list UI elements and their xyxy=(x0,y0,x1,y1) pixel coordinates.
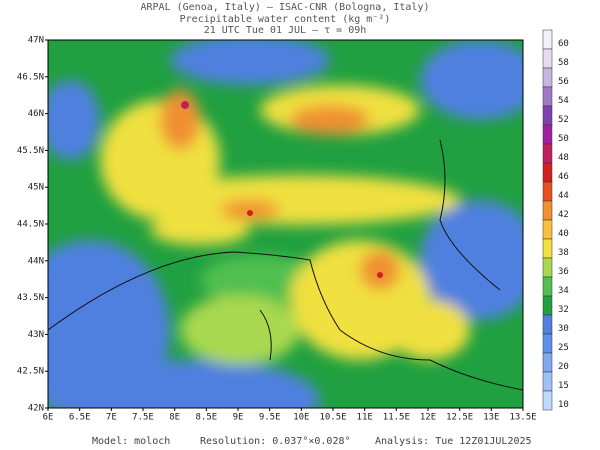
footer-model: Model: moloch xyxy=(92,436,170,447)
colorbar-label: 32 xyxy=(558,305,569,315)
header-line: 21 UTC Tue 01 JUL — τ = 09h xyxy=(204,25,367,36)
colorbar-label: 42 xyxy=(558,210,569,220)
colorbar-swatch xyxy=(542,333,553,354)
colorbar-label: 10 xyxy=(558,400,569,410)
colorbar-label: 34 xyxy=(558,286,569,296)
colorbar-label: 50 xyxy=(558,134,569,144)
colorbar-swatch xyxy=(542,67,553,88)
colorbar-label: 48 xyxy=(558,153,569,163)
lon-label: 9.5E xyxy=(259,413,281,423)
colorbar-swatch xyxy=(542,257,553,278)
colorbar-label: 30 xyxy=(558,324,569,334)
lon-label: 11E xyxy=(357,413,373,423)
colorbar-swatch xyxy=(542,314,553,335)
lat-label: 43N xyxy=(28,330,44,340)
lon-label: 6E xyxy=(43,413,54,423)
colorbar-swatch xyxy=(542,105,553,126)
lat-label: 45.5N xyxy=(17,146,44,156)
colorbar-label: 15 xyxy=(558,381,569,391)
field xyxy=(48,40,523,408)
colorbar-swatch xyxy=(542,200,553,221)
colorbar-label: 40 xyxy=(558,229,569,239)
lon-label: 7.5E xyxy=(132,413,154,423)
lon-label: 13.5E xyxy=(509,413,536,423)
colorbar-swatch xyxy=(542,371,553,392)
colorbar-label: 44 xyxy=(558,191,569,201)
lat-label: 46N xyxy=(28,109,44,119)
colorbar-swatch xyxy=(542,238,553,259)
colorbar-swatch xyxy=(542,29,553,50)
lon-label: 12.5E xyxy=(446,413,473,423)
colorbar-label: 58 xyxy=(558,58,569,68)
lon-label: 10.5E xyxy=(319,413,346,423)
colorbar-swatch xyxy=(542,143,553,164)
colorbar-swatch xyxy=(542,276,553,297)
lat-label: 43.5N xyxy=(17,293,44,303)
footer-analysis: Analysis: Tue 12Z01JUL2025 xyxy=(375,436,532,447)
colorbar-label: 52 xyxy=(558,115,569,125)
colorbar-swatch xyxy=(542,390,553,411)
header-line: Precipitable water content (kg m⁻²) xyxy=(180,14,391,25)
colorbar-swatch xyxy=(542,295,553,316)
lon-label: 13E xyxy=(483,413,499,423)
colorbar-swatch xyxy=(542,181,553,202)
colorbar-swatch xyxy=(542,124,553,145)
header-line: ARPAL (Genoa, Italy) — ISAC-CNR (Bologna… xyxy=(141,2,430,13)
colorbar-label: 38 xyxy=(558,248,569,258)
colorbar-label: 36 xyxy=(558,267,569,277)
colorbar-swatch xyxy=(542,219,553,240)
lat-label: 45N xyxy=(28,183,44,193)
colorbar-swatch xyxy=(542,162,553,183)
colorbar-label: 20 xyxy=(558,362,569,372)
lat-label: 47N xyxy=(28,36,44,46)
lat-label: 44N xyxy=(28,256,44,266)
colorbar-label: 60 xyxy=(558,39,569,49)
lon-label: 8.5E xyxy=(195,413,217,423)
colorbar-label: 46 xyxy=(558,172,569,182)
colorbar-swatch xyxy=(542,48,553,69)
colorbar-label: 54 xyxy=(558,96,569,106)
lon-label: 10E xyxy=(293,413,309,423)
lat-label: 44.5N xyxy=(17,220,44,230)
lon-label: 8E xyxy=(169,413,180,423)
colorbar-label: 25 xyxy=(558,343,569,353)
lon-label: 12E xyxy=(420,413,436,423)
lat-label: 46.5N xyxy=(17,72,44,82)
lat-label: 42.5N xyxy=(17,367,44,377)
footer-resolution: Resolution: 0.037°×0.028° xyxy=(200,436,351,447)
lon-label: 11.5E xyxy=(383,413,410,423)
colorbar-swatch xyxy=(542,352,553,373)
lon-label: 6.5E xyxy=(69,413,91,423)
lon-label: 9E xyxy=(233,413,244,423)
colorbar-label: 56 xyxy=(558,77,569,87)
colorbar-swatch xyxy=(542,86,553,107)
lon-label: 7E xyxy=(106,413,117,423)
lat-label: 42N xyxy=(28,404,44,414)
